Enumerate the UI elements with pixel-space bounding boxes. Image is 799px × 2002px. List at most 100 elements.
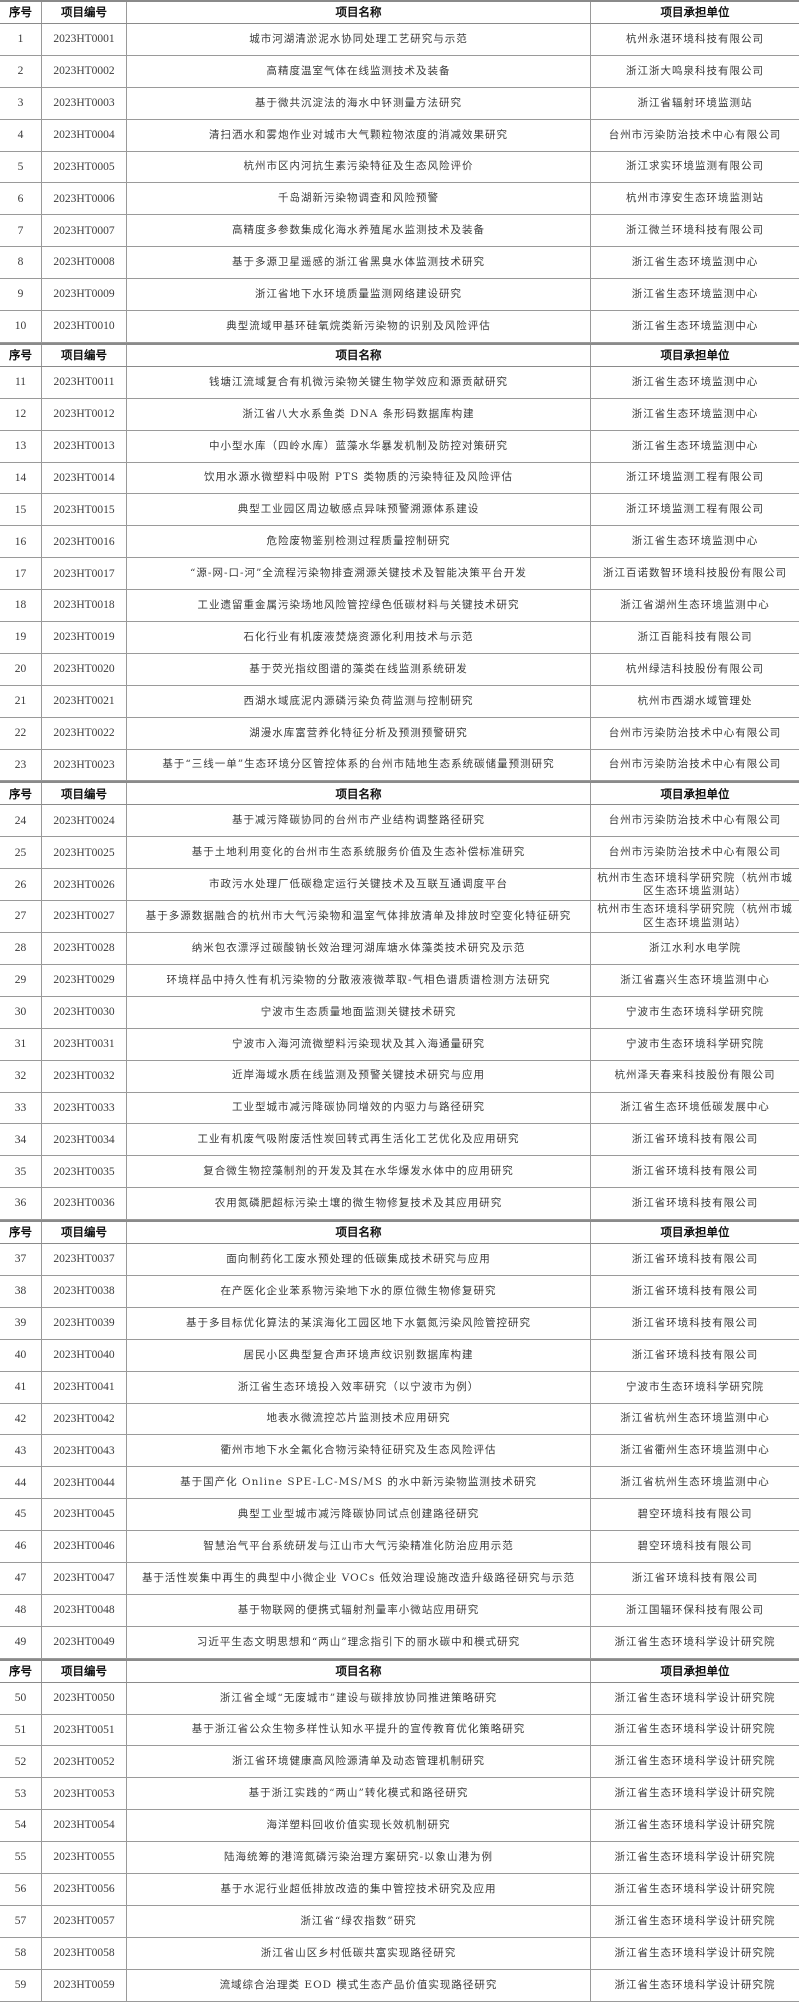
name-cell: 近岸海域水质在线监测及预警关键技术研究与应用 bbox=[127, 1060, 591, 1092]
name-cell: 陆海统筹的港湾氮磷污染治理方案研究-以象山港为例 bbox=[127, 1842, 591, 1873]
unit-cell: 浙江省生态环境科学设计研究院 bbox=[614, 1691, 776, 1704]
seq-cell: 44 bbox=[0, 1467, 42, 1499]
code-cell: 2023HT0031 bbox=[42, 1028, 127, 1060]
name-cell: 基于多源卫星遥感的浙江省黑臭水体监测技术研究 bbox=[127, 247, 591, 279]
code-cell: 2023HT0017 bbox=[42, 558, 127, 590]
name-cell: “源-网-口-河”全流程污染物排查溯源关键技术及智能决策平台开发 bbox=[127, 558, 591, 590]
seq-cell: 40 bbox=[0, 1339, 42, 1371]
seq-cell: 52 bbox=[0, 1746, 42, 1778]
unit-cell: 浙江环境监测工程有限公司 bbox=[626, 471, 764, 484]
seq-cell: 27 bbox=[0, 901, 42, 933]
table-row: 30 2023HT0030 宁波市生态质量地面监测关键技术研究 宁波市生态环境科学研究… bbox=[0, 996, 799, 1029]
table-header-row: 序号 项目编号 项目名称 项目承担单位 bbox=[0, 1660, 799, 1683]
table-row: 59 2023HT0059 流域综合治理类 EOD 模式生态产品价值实现路径研究 浙江… bbox=[0, 1969, 799, 2002]
unit-cell: 浙江微兰环境科技有限公司 bbox=[626, 224, 764, 237]
unit-cell: 浙江省环境科技有限公司 bbox=[631, 1197, 759, 1210]
name-cell: 宁波市入海河流微塑料污染现状及其入海通量研究 bbox=[127, 1028, 591, 1060]
name-cell: 居民小区典型复合声环境声纹识别数据库构建 bbox=[127, 1339, 591, 1371]
table-row: 54 2023HT0054 海洋塑料回收价值实现长效机制研究 浙江省生态环境科学设计研… bbox=[0, 1810, 799, 1843]
header-code-cell: 项目编号 bbox=[42, 344, 127, 366]
code-cell: 2023HT0036 bbox=[42, 1188, 127, 1220]
unit-cell: 浙江省生态环境低碳发展中心 bbox=[620, 1101, 770, 1114]
unit-cell: 浙江省环境科技有限公司 bbox=[631, 1571, 759, 1584]
table-row: 35 2023HT0035 复合微生物控藻制剂的开发及其在水华爆发水体中的应用研究 浙… bbox=[0, 1156, 799, 1189]
table-header-row: 序号 项目编号 项目名称 项目承担单位 bbox=[0, 344, 799, 367]
seq-cell: 5 bbox=[0, 151, 42, 183]
table-row: 28 2023HT0028 纳米包衣漂浮过碳酸钠长效治理河湖库塘水体藻类技术研究及示… bbox=[0, 933, 799, 965]
code-cell: 2023HT0001 bbox=[42, 24, 127, 55]
unit-cell: 杭州市生态环境科学研究院（杭州市城区生态环境监测站） bbox=[597, 903, 793, 929]
name-cell: 基于物联网的便携式辐射剂量率小微站应用研究 bbox=[127, 1594, 591, 1626]
table-section: 序号 项目编号 项目名称 项目承担单位 1 2023HT0001 城市河湖清淤泥水协同处理工… bbox=[0, 0, 799, 343]
header-unit-cell: 项目承担单位 bbox=[660, 5, 730, 20]
seq-cell: 59 bbox=[0, 1969, 42, 2001]
table-row: 23 2023HT0023 基于“三线一单”生态环境分区管控体系的台州市陆地生态系统… bbox=[0, 749, 799, 782]
code-cell: 2023HT0052 bbox=[42, 1746, 127, 1778]
unit-cell: 浙江省环境科技有限公司 bbox=[631, 1133, 759, 1146]
table-row: 20 2023HT0020 基于荧光指纹图谱的藻类在线监测系统研发 杭州绿洁科技股份有… bbox=[0, 653, 799, 686]
code-cell: 2023HT0023 bbox=[42, 749, 127, 781]
name-cell: 流域综合治理类 EOD 模式生态产品价值实现路径研究 bbox=[127, 1969, 591, 2001]
code-cell: 2023HT0007 bbox=[42, 215, 127, 247]
table-header-row: 序号 项目编号 项目名称 项目承担单位 bbox=[0, 1222, 799, 1245]
unit-cell: 浙江省生态环境监测中心 bbox=[631, 439, 759, 452]
table-section: 序号 项目编号 项目名称 项目承担单位 11 2023HT0011 钱塘江流域复合有机微污染… bbox=[0, 342, 799, 782]
seq-cell: 30 bbox=[0, 996, 42, 1028]
name-cell: 危险废物鉴别检测过程质量控制研究 bbox=[127, 526, 591, 558]
code-cell: 2023HT0015 bbox=[42, 494, 127, 526]
seq-cell: 46 bbox=[0, 1531, 42, 1562]
table-section: 序号 项目编号 项目名称 项目承担单位 50 2023HT0050 浙江省全域“无废城市”建… bbox=[0, 1658, 799, 2002]
table-row: 14 2023HT0014 饮用水源水微塑料中吸附 PTS 类物质的污染特征及风险评… bbox=[0, 462, 799, 495]
code-cell: 2023HT0022 bbox=[42, 717, 127, 749]
seq-cell: 9 bbox=[0, 279, 42, 311]
table-row: 26 2023HT0026 市政污水处理厂低碳稳定运行关键技术及互联互通调度平台 杭州… bbox=[0, 869, 799, 902]
unit-cell: 浙江水利水电学院 bbox=[649, 941, 741, 954]
table-row: 13 2023HT0013 中小型水库（四岭水库）蓝藻水华暴发机制及防控对策研究 浙江… bbox=[0, 430, 799, 463]
seq-cell: 4 bbox=[0, 119, 42, 151]
table-row: 17 2023HT0017 “源-网-口-河”全流程污染物排查溯源关键技术及智能决策… bbox=[0, 558, 799, 591]
table-section: 序号 项目编号 项目名称 项目承担单位 37 2023HT0037 面向制药化工废水预处理的… bbox=[0, 1220, 799, 1659]
unit-cell: 浙江省衢州生态环境监测中心 bbox=[620, 1444, 770, 1457]
unit-cell: 杭州市生态环境科学研究院（杭州市城区生态环境监测站） bbox=[597, 871, 793, 897]
unit-cell: 台州市污染防治技术中心有限公司 bbox=[608, 726, 782, 739]
table-row: 53 2023HT0053 基于浙江实践的“两山”转化模式和路径研究 浙江省生态环境科… bbox=[0, 1778, 799, 1811]
unit-cell: 浙江省生态环境科学设计研究院 bbox=[614, 1819, 776, 1832]
table-row: 39 2023HT0039 基于多目标优化算法的某滨海化工园区地下水氨氮污染风险管控… bbox=[0, 1307, 799, 1340]
seq-cell: 45 bbox=[0, 1499, 42, 1531]
name-cell: 浙江省“绿农指数”研究 bbox=[127, 1905, 591, 1937]
table-row: 9 2023HT0009 浙江省地下水环境质量监测网络建设研究 浙江省生态环境监测中心 bbox=[0, 279, 799, 312]
name-cell: 工业型城市减污降碳协同增效的内驱力与路径研究 bbox=[127, 1092, 591, 1124]
name-cell: 浙江省全域“无废城市”建设与碳排放协同推进策略研究 bbox=[127, 1682, 591, 1714]
unit-cell: 碧空环境科技有限公司 bbox=[637, 1508, 753, 1521]
unit-cell: 台州市污染防治技术中心有限公司 bbox=[608, 814, 782, 827]
unit-cell: 浙江省杭州生态环境监测中心 bbox=[620, 1412, 770, 1425]
code-cell: 2023HT0009 bbox=[42, 279, 127, 311]
unit-cell: 宁波市生态环境科学研究院 bbox=[626, 1005, 764, 1018]
seq-cell: 24 bbox=[0, 805, 42, 837]
code-cell: 2023HT0054 bbox=[42, 1810, 127, 1842]
code-cell: 2023HT0012 bbox=[42, 398, 127, 430]
name-cell: 西湖水域底泥内源磷污染负荷监测与控制研究 bbox=[127, 685, 591, 717]
header-seq-cell: 序号 bbox=[0, 1222, 42, 1244]
table-row: 19 2023HT0019 石化行业有机废液焚烧资源化利用技术与示范 浙江百能科技有限… bbox=[0, 622, 799, 654]
name-cell: 基于多目标优化算法的某滨海化工园区地下水氨氮污染风险管控研究 bbox=[127, 1307, 591, 1339]
table-row: 48 2023HT0048 基于物联网的便携式辐射剂量率小微站应用研究 浙江国辐环保科… bbox=[0, 1594, 799, 1627]
table-row: 15 2023HT0015 典型工业园区周边敏感点异味预警溯源体系建设 浙江环境监测工… bbox=[0, 494, 799, 527]
code-cell: 2023HT0010 bbox=[42, 311, 127, 342]
code-cell: 2023HT0041 bbox=[42, 1371, 127, 1403]
unit-cell: 浙江省生态环境科学设计研究院 bbox=[614, 1946, 776, 1959]
table-row: 1 2023HT0001 城市河湖清淤泥水协同处理工艺研究与示范 杭州永湛环境科技有限… bbox=[0, 24, 799, 56]
code-cell: 2023HT0056 bbox=[42, 1873, 127, 1905]
header-code-cell: 项目编号 bbox=[42, 1660, 127, 1682]
code-cell: 2023HT0008 bbox=[42, 247, 127, 279]
table-row: 11 2023HT0011 钱塘江流域复合有机微污染物关键生物学效应和源贡献研究 浙江… bbox=[0, 366, 799, 399]
unit-cell: 浙江省生态环境监测中心 bbox=[631, 535, 759, 548]
code-cell: 2023HT0011 bbox=[42, 366, 127, 398]
unit-cell: 浙江省生态环境科学设计研究院 bbox=[614, 1850, 776, 1863]
seq-cell: 53 bbox=[0, 1778, 42, 1810]
table-row: 24 2023HT0024 基于减污降碳协同的台州市产业结构调整路径研究 台州市污染防… bbox=[0, 805, 799, 838]
seq-cell: 35 bbox=[0, 1156, 42, 1188]
seq-cell: 33 bbox=[0, 1092, 42, 1124]
seq-cell: 32 bbox=[0, 1060, 42, 1092]
seq-cell: 8 bbox=[0, 247, 42, 279]
